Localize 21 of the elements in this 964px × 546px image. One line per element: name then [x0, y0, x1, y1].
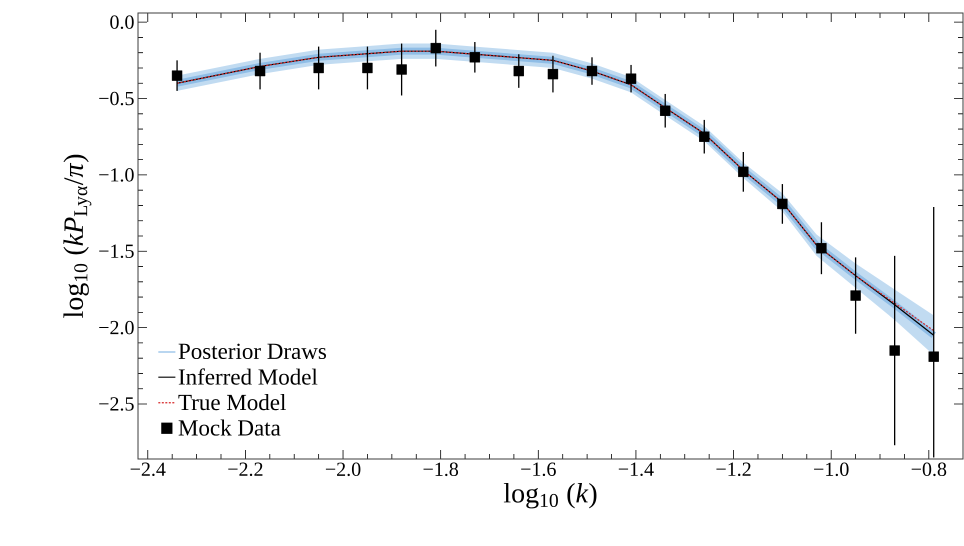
y-tick-label: −0.5: [99, 92, 134, 106]
legend-label: Inferred Model: [178, 368, 318, 385]
x-tick-label: −1.8: [424, 462, 458, 476]
x-tick-label: −0.8: [912, 462, 946, 476]
x-tick-label: −2.4: [130, 462, 166, 476]
y-tick-label: −1.0: [99, 168, 134, 182]
x-tick-label: −2.2: [228, 462, 262, 476]
x-tick-label: −1.6: [521, 462, 556, 476]
x-tick-label: −2.0: [326, 462, 360, 476]
legend-label: Mock Data: [178, 419, 280, 436]
y-tick-label: −2.5: [99, 397, 134, 411]
y-tick-label: −1.5: [99, 244, 134, 258]
x-axis-title: log$_{10}$ (k): [504, 482, 596, 508]
legend-label: True Model: [178, 394, 286, 410]
x-tick-label: −1.2: [716, 462, 751, 476]
y-tick-label: 0.0: [110, 15, 134, 29]
x-tick-label: −1.4: [618, 462, 654, 476]
y-tick-label: −2.0: [99, 320, 134, 334]
x-tick-label: −1.0: [814, 462, 849, 476]
legend-label: Posterior Draws: [178, 344, 326, 360]
y-axis-title: log$_{10}$ (kP$_{Lyα}$/π): [63, 154, 92, 318]
